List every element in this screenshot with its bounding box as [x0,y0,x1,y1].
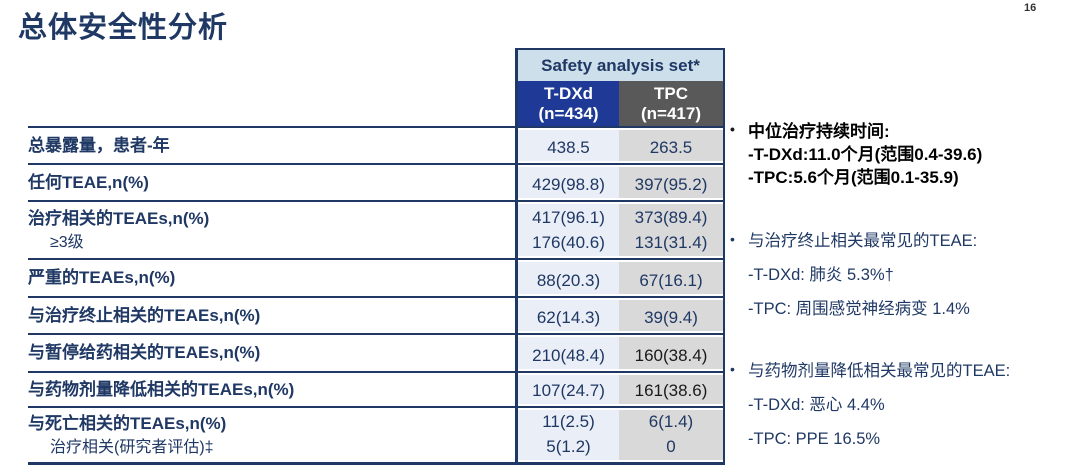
tpc-value: 263.5 [649,138,693,157]
row-label-cell: 与药物剂量降低相关的TEAEs,n(%) [28,373,515,406]
tdxd-value: 438.5 [547,138,590,157]
tdxd-value2: 176(40.6) [532,233,605,252]
table-row: 与死亡相关的TEAEs,n(%) 治疗相关(研究者评估)‡ 11(2.5) 5(… [28,408,725,465]
tdxd-value-cell: 210(48.4) [515,335,619,371]
row-label: 与治疗终止相关的TEAEs,n(%) [28,305,261,325]
table-row: 严重的TEAEs,n(%) 88(20.3) 67(16.1) [28,260,725,298]
column-name: TPC [654,83,688,103]
tpc-value: 397(95.2) [634,175,708,194]
tpc-value-cell: 161(38.6) [619,373,725,406]
tdxd-value: 62(14.3) [536,308,601,327]
note-title: 中位治疗持续时间: [748,122,890,141]
tdxd-value-cell: 107(24.7) [515,373,619,406]
row-label-cell: 与死亡相关的TEAEs,n(%) 治疗相关(研究者评估)‡ [28,408,515,462]
tpc-value: 161(38.6) [634,381,708,400]
row-sublabel: 治疗相关(研究者评估)‡ [50,438,214,456]
tdxd-value-cell: 438.5 [515,128,619,163]
row-label: 与暂停给药相关的TEAEs,n(%) [28,343,261,362]
row-label: 任何TEAE,n(%) [28,172,149,192]
column-header-tdxd: T-DXd (n=434) [515,81,619,126]
tpc-value: 39(9.4) [644,308,698,327]
row-label-cell: 严重的TEAEs,n(%) [28,260,515,296]
table-column-header-row: T-DXd (n=434) TPC (n=417) [28,81,725,128]
group-header-cell: Safety analysis set* [515,48,725,81]
label-spacer [28,81,515,126]
tdxd-value-cell: 88(20.3) [515,260,619,296]
note-discontinuation-teae: • 与治疗终止相关最常见的TEAE: -T-DXd: 肺炎 5.3%† -TPC… [730,230,1078,320]
note-dose-reduction-teae: • 与药物剂量降低相关最常见的TEAE: -T-DXd: 恶心 4.4% -TP… [730,360,1078,450]
tdxd-value: 417(96.1) [532,208,605,227]
tpc-value: 67(16.1) [639,271,703,290]
table-row: 与暂停给药相关的TEAEs,n(%) 210(48.4) 160(38.4) [28,335,725,373]
table-group-header-row: Safety analysis set* [28,48,725,81]
tpc-value-cell: 397(95.2) [619,165,725,200]
table-row: 与治疗终止相关的TEAEs,n(%) 62(14.3) 39(9.4) [28,298,725,335]
column-n: (n=417) [641,103,701,123]
note-line: -T-DXd: 肺炎 5.3%† [748,266,894,284]
row-label-cell: 总暴露量，患者-年 [28,128,515,163]
table-row: 与药物剂量降低相关的TEAEs,n(%) 107(24.7) 161(38.6) [28,373,725,408]
tpc-value2: 131(31.4) [634,233,708,252]
tpc-value-cell: 67(16.1) [619,260,725,296]
column-n: (n=434) [538,103,599,123]
tdxd-value: 107(24.7) [532,381,605,400]
note-line: -T-DXd:11.0个月(范围0.4-39.6) [748,145,983,164]
table-row: 总暴露量，患者-年 438.5 263.5 [28,128,725,165]
row-label-cell: 与治疗终止相关的TEAEs,n(%) [28,298,515,333]
row-label: 与死亡相关的TEAEs,n(%) [28,413,227,433]
tpc-value-cell: 160(38.4) [619,335,725,371]
tpc-value-cell: 373(89.4) 131(31.4) [619,202,725,258]
note-treatment-duration: • 中位治疗持续时间: -T-DXd:11.0个月(范围0.4-39.6) -T… [730,120,1078,189]
row-sublabel: ≥3级 [50,233,84,251]
tpc-value-cell: 39(9.4) [619,298,725,333]
tdxd-value2: 5(1.2) [546,437,591,456]
tpc-value-cell: 6(1.4) 0 [619,408,725,462]
tpc-value2: 0 [666,437,676,456]
note-line: -TPC:5.6个月(范围0.1-35.9) [748,168,959,187]
tdxd-value-cell: 429(98.8) [515,165,619,200]
tdxd-value-cell: 417(96.1) 176(40.6) [515,202,619,258]
note-title: 与治疗终止相关最常见的TEAE: [748,232,978,250]
tpc-value: 6(1.4) [648,412,694,431]
tpc-value-cell: 263.5 [619,128,725,163]
table-row: 治疗相关的TEAEs,n(%) ≥3级 417(96.1) 176(40.6) … [28,202,725,260]
label-spacer [28,48,515,81]
row-label-cell: 治疗相关的TEAEs,n(%) ≥3级 [28,202,515,258]
tdxd-value: 11(2.5) [542,412,595,431]
page-number: 16 [1024,2,1037,14]
row-label: 治疗相关的TEAEs,n(%) [28,208,210,228]
column-header-tpc: TPC (n=417) [619,81,725,126]
note-line: -TPC: PPE 16.5% [748,430,881,448]
bullet-icon: • [730,121,735,137]
table-row: 任何TEAE,n(%) 429(98.8) 397(95.2) [28,165,725,202]
bullet-icon: • [730,361,735,377]
note-line: -TPC: 周围感觉神经病变 1.4% [748,300,970,318]
tdxd-value-cell: 62(14.3) [515,298,619,333]
safety-table: Safety analysis set* T-DXd (n=434) TPC (… [28,48,725,465]
tdxd-value-cell: 11(2.5) 5(1.2) [515,408,619,462]
tdxd-value: 210(48.4) [532,346,605,365]
page-title: 总体安全性分析 [18,12,229,44]
note-title: 与药物剂量降低相关最常见的TEAE: [748,362,1011,380]
note-line: -T-DXd: 恶心 4.4% [748,396,885,414]
tpc-value: 160(38.4) [634,346,708,365]
row-label: 总暴露量，患者-年 [28,135,170,155]
tpc-value: 373(89.4) [634,208,708,227]
tdxd-value: 429(98.8) [532,175,605,194]
bullet-icon: • [730,231,735,247]
row-label-cell: 与暂停给药相关的TEAEs,n(%) [28,335,515,371]
column-name: T-DXd [543,83,594,103]
row-label: 与药物剂量降低相关的TEAEs,n(%) [28,379,295,399]
row-label-cell: 任何TEAE,n(%) [28,165,515,200]
tdxd-value: 88(20.3) [536,271,601,290]
row-label: 严重的TEAEs,n(%) [28,268,176,287]
